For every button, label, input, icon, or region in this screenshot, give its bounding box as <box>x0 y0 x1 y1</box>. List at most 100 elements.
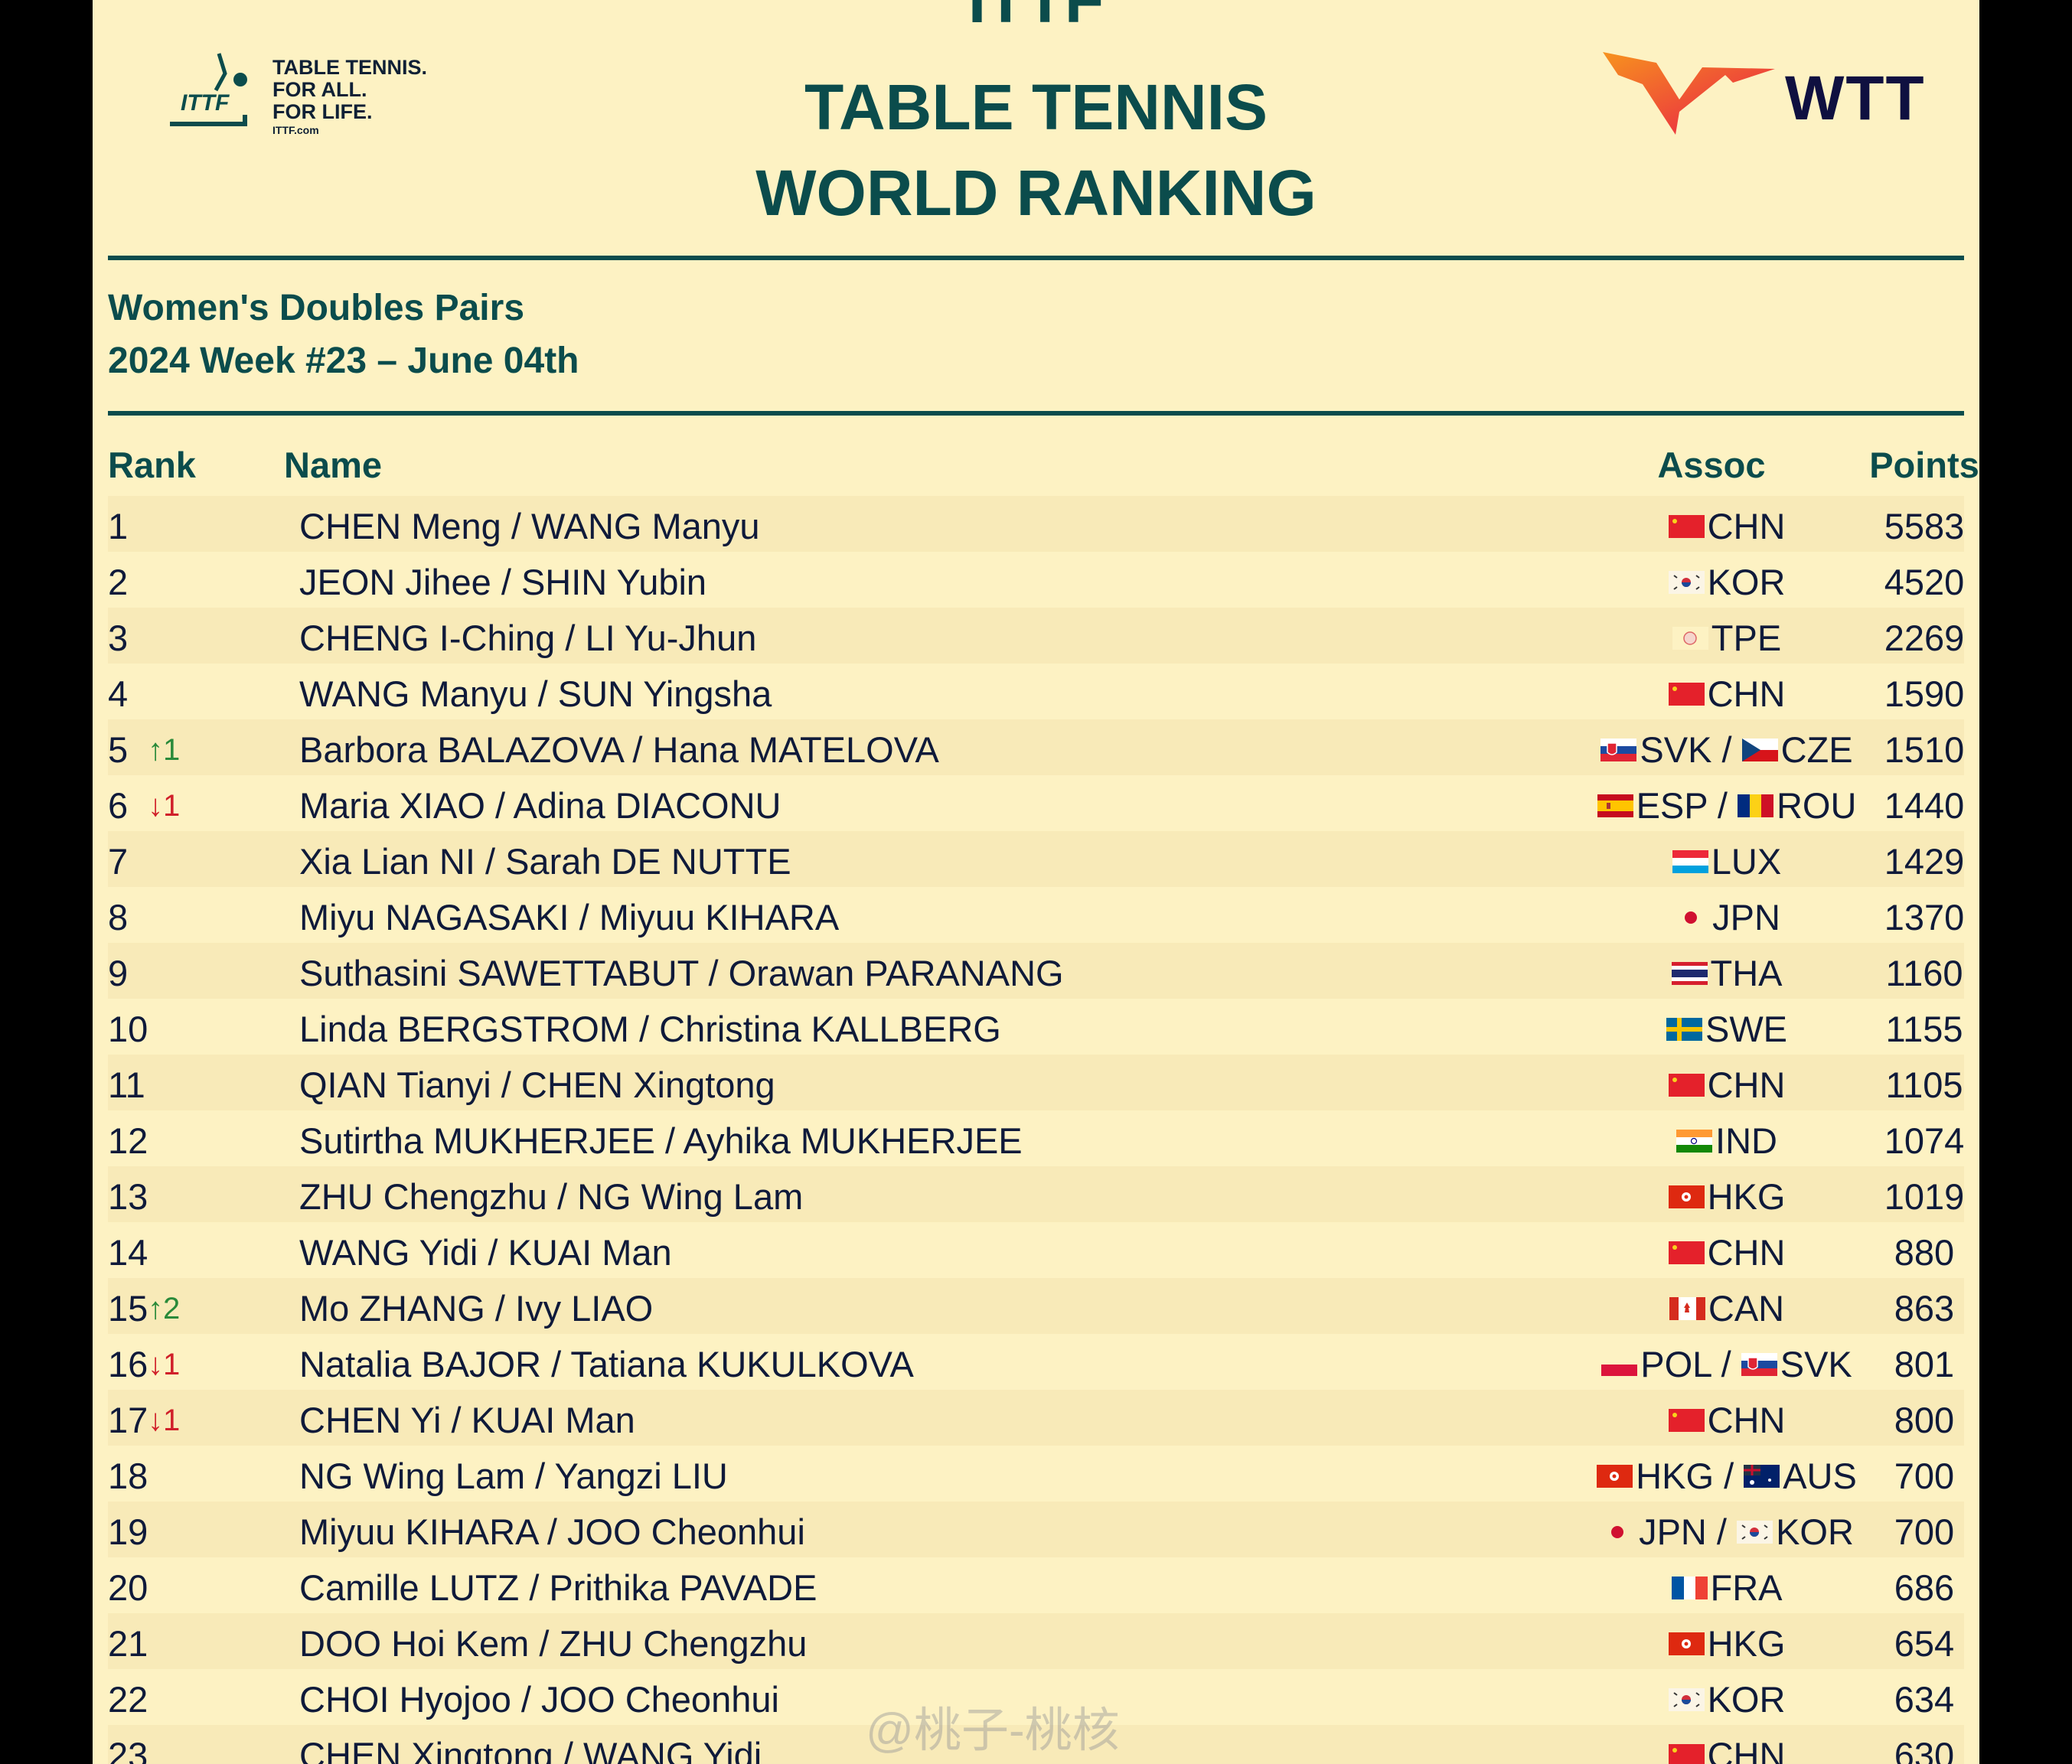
rank: 7 <box>108 841 129 882</box>
assoc-code: SVK <box>1640 729 1712 770</box>
flag-chn-icon <box>1668 1073 1705 1097</box>
association: CHN <box>1574 673 1880 715</box>
player-names: CHEN Yi / KUAI Man <box>299 1400 635 1440</box>
col-rank: Rank <box>108 445 196 485</box>
player-names: Mo ZHANG / Ivy LIAO <box>299 1288 654 1329</box>
assoc-code: CHN <box>1707 1735 1786 1764</box>
points: 654 <box>1894 1623 1955 1664</box>
rank-change-down: ↓1 <box>148 1404 181 1437</box>
association: SVK / CZE <box>1574 729 1880 771</box>
table-row: 22 CHOI Hyojoo / JOO Cheonhui KOR 634 <box>108 1669 1964 1725</box>
ranking-page: ITTF TABLE TENNIS WORLD RANKING ITTF TAB… <box>93 0 1979 1764</box>
assoc-code: JPN <box>1639 1511 1707 1552</box>
table-row: 19 Miyuu KIHARA / JOO Cheonhui JPN / KOR 70… <box>108 1502 1964 1557</box>
association: THA <box>1574 952 1880 994</box>
tagline-3: FOR LIFE. <box>272 100 373 123</box>
assoc-code: JPN <box>1712 897 1780 937</box>
title-line1: TABLE TENNIS <box>804 71 1268 143</box>
wtt-v-icon <box>1603 52 1775 135</box>
flag-hkg-icon <box>1668 1632 1705 1655</box>
points: 2269 <box>1884 618 1965 658</box>
rank-change-up: ↑1 <box>148 733 181 767</box>
points: 1074 <box>1884 1120 1965 1161</box>
table-row: 8 Miyu NAGASAKI / Miyuu KIHARA JPN 1370 <box>108 887 1964 943</box>
points: 880 <box>1894 1232 1955 1273</box>
player-names: WANG Manyu / SUN Yingsha <box>299 673 772 714</box>
assoc-code: TPE <box>1711 618 1782 658</box>
table-row: 17 ↓1 CHEN Yi / KUAI Man CHN 800 <box>108 1390 1964 1446</box>
rank: 20 <box>108 1567 148 1608</box>
rank: 18 <box>108 1456 148 1496</box>
ittf-tagline: TABLE TENNIS. FOR ALL. FOR LIFE. <box>272 57 427 123</box>
points: 1429 <box>1884 841 1965 882</box>
rank: 14 <box>108 1232 148 1273</box>
player-names: JEON Jihee / SHIN Yubin <box>299 562 707 602</box>
player-names: WANG Yidi / KUAI Man <box>299 1232 672 1273</box>
flag-hkg-icon <box>1597 1464 1633 1488</box>
association: CHN <box>1574 1231 1880 1273</box>
tagline-2: FOR ALL. <box>272 78 367 101</box>
points: 1590 <box>1884 673 1965 714</box>
rank: 12 <box>108 1120 148 1161</box>
assoc-code: CHN <box>1707 1400 1786 1440</box>
points: 1160 <box>1885 953 1963 993</box>
flag-aus-icon <box>1744 1464 1780 1488</box>
assoc-code: CHN <box>1707 1232 1786 1273</box>
association: HKG <box>1574 1175 1880 1218</box>
flag-esp-icon <box>1597 794 1633 817</box>
assoc-code: CHN <box>1707 673 1786 714</box>
player-names: Suthasini SAWETTABUT / Orawan PARANANG <box>299 953 1064 993</box>
table-row: 12 Sutirtha MUKHERJEE / Ayhika MUKHERJEE I… <box>108 1110 1964 1166</box>
flag-chn-icon <box>1668 682 1705 706</box>
association: CAN <box>1574 1287 1880 1329</box>
flag-chn-icon <box>1668 1241 1705 1264</box>
player-names: CHEN Xingtong / WANG Yidi <box>299 1735 762 1764</box>
player-names: CHENG I-Ching / LI Yu-Jhun <box>299 618 757 658</box>
points: 5583 <box>1884 506 1965 546</box>
assoc-code: AUS <box>1783 1456 1857 1496</box>
flag-swe-icon <box>1666 1017 1702 1041</box>
flag-chn-icon <box>1668 1743 1705 1764</box>
flag-ind-icon <box>1676 1129 1713 1153</box>
assoc-code: HKG <box>1636 1456 1715 1496</box>
divider <box>108 256 1964 260</box>
category-title: Women's Doubles Pairs <box>108 288 525 328</box>
points: 801 <box>1894 1344 1955 1384</box>
wtt-logo: WTT <box>1603 52 1924 140</box>
player-names: Linda BERGSTROM / Christina KALLBERG <box>299 1009 1001 1049</box>
flag-fra-icon <box>1671 1576 1708 1599</box>
table-row: 10 Linda BERGSTROM / Christina KALLBERG SW… <box>108 999 1964 1055</box>
rank-change-down: ↓1 <box>148 1348 181 1381</box>
flag-pol-icon <box>1601 1352 1638 1376</box>
flag-tpe-icon <box>1672 626 1708 650</box>
points: 1155 <box>1885 1009 1963 1049</box>
points: 634 <box>1894 1679 1955 1720</box>
player-names: ZHU Chengzhu / NG Wing Lam <box>299 1176 804 1217</box>
table-row: 15 ↑2 Mo ZHANG / Ivy LIAO CAN 863 <box>108 1278 1964 1334</box>
rank: 19 <box>108 1511 148 1552</box>
player-names: Barbora BALAZOVA / Hana MATELOVA <box>299 729 939 770</box>
assoc-code: SVK <box>1780 1344 1852 1384</box>
assoc-code: CAN <box>1708 1288 1785 1329</box>
association: HKG / AUS <box>1574 1455 1880 1497</box>
table-row: 18 NG Wing Lam / Yangzi LIU HKG / AUS 700 <box>108 1446 1964 1502</box>
points: 630 <box>1894 1735 1955 1764</box>
week-title: 2024 Week #23 – June 04th <box>108 341 579 381</box>
flag-rou-icon <box>1737 794 1773 817</box>
ittf-logo: ITTF TABLE TENNIS. FOR ALL. FOR LIFE. IT… <box>165 51 427 139</box>
points: 700 <box>1894 1511 1955 1552</box>
assoc-code: FRA <box>1710 1567 1783 1608</box>
rank: 6 <box>108 785 129 826</box>
assoc-code: KOR <box>1707 1679 1786 1720</box>
table-row: 7 Xia Lian NI / Sarah DE NUTTE LUX 1429 <box>108 831 1964 887</box>
rank: 15 <box>108 1288 148 1329</box>
assoc-code: LUX <box>1711 841 1782 882</box>
assoc-code: ESP <box>1636 785 1708 826</box>
points: 1019 <box>1884 1176 1965 1217</box>
assoc-code: IND <box>1715 1120 1777 1161</box>
association: TPE <box>1574 617 1880 659</box>
points: 1105 <box>1885 1065 1963 1105</box>
rank: 22 <box>108 1679 148 1720</box>
flag-can-icon <box>1669 1296 1705 1320</box>
rank: 10 <box>108 1009 148 1049</box>
